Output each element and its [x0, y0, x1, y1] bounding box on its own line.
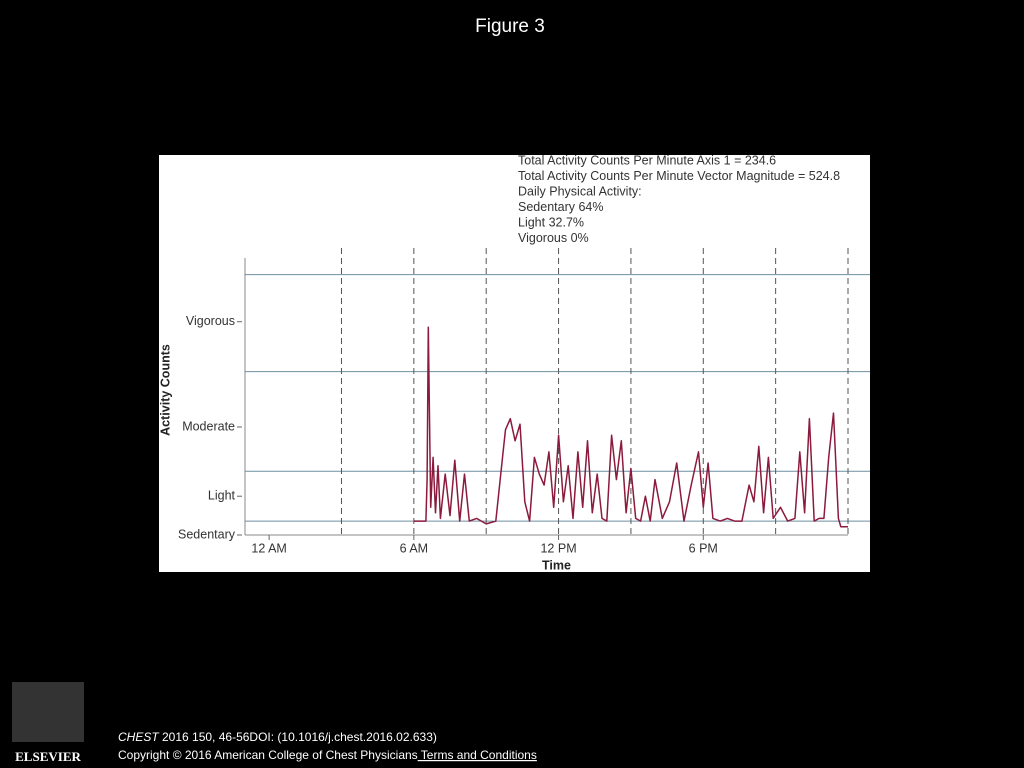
- chart: Total Activity Counts Per Minute Axis 1 …: [158, 153, 870, 572]
- stat-line: Light 32.7%: [518, 215, 584, 229]
- stat-line: Vigorous 0%: [518, 231, 589, 245]
- stat-line: Daily Physical Activity:: [518, 184, 642, 198]
- y-tick-label: Vigorous: [186, 314, 235, 328]
- x-tick-label: 12 PM: [540, 541, 576, 555]
- y-tick-label: Sedentary: [178, 527, 236, 541]
- y-axis-title: Activity Counts: [158, 344, 172, 436]
- x-tick-label: 6 AM: [400, 541, 429, 555]
- terms-link[interactable]: Terms and Conditions: [418, 748, 537, 762]
- logo: ELSEVIER: [12, 682, 84, 764]
- logo-text: ELSEVIER: [15, 749, 81, 764]
- activity-line: [413, 326, 848, 528]
- x-tick-label: 6 PM: [689, 541, 718, 555]
- x-axis-title: Time: [542, 558, 571, 572]
- stat-line: Total Activity Counts Per Minute Vector …: [518, 169, 840, 183]
- stat-line: Sedentary 64%: [518, 200, 603, 214]
- y-tick-label: Moderate: [182, 419, 235, 433]
- x-tick-label: 12 AM: [251, 541, 286, 555]
- slide-title: Figure 3: [475, 16, 545, 37]
- journal: CHEST: [118, 730, 160, 744]
- citation-text: 2016 150, 46-56DOI: (10.1016/j.chest.201…: [159, 730, 437, 744]
- copyright-text: Copyright © 2016 American College of Che…: [118, 748, 418, 762]
- y-tick-label: Light: [208, 489, 236, 503]
- stat-line: Total Activity Counts Per Minute Axis 1 …: [518, 153, 776, 167]
- citation: CHEST 2016 150, 46-56DOI: (10.1016/j.che…: [118, 730, 437, 744]
- copyright: Copyright © 2016 American College of Che…: [118, 748, 537, 762]
- logo-tree: [12, 682, 84, 742]
- chart-panel: [159, 155, 870, 572]
